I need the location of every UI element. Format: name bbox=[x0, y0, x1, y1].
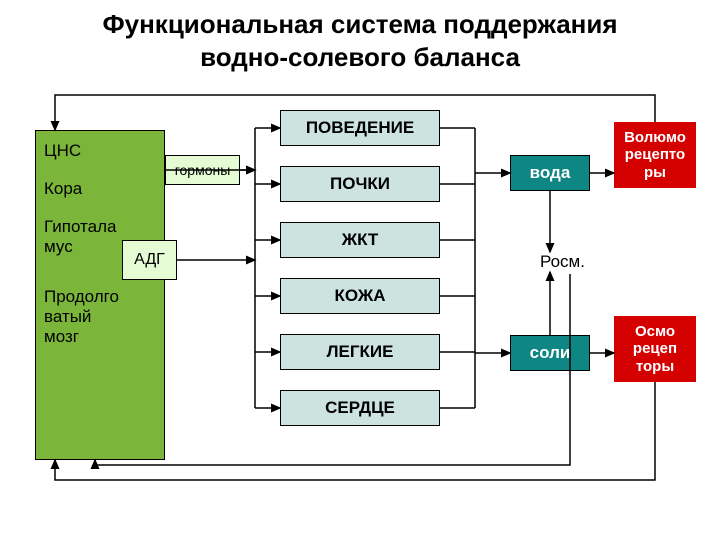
page-title: Функциональная система поддержания водно… bbox=[0, 8, 720, 73]
hypo-label2: мус bbox=[44, 237, 73, 257]
prod-label3: мозг bbox=[44, 327, 79, 347]
center-box-3: КОЖА bbox=[280, 278, 440, 314]
volumo-line2: рецепто bbox=[625, 146, 685, 163]
water-label: вода bbox=[530, 163, 571, 183]
hormones-label: гормоны bbox=[175, 162, 231, 178]
volumo-box: Волюмо рецепто ры bbox=[614, 122, 696, 188]
osmo-box: Осмо рецеп торы bbox=[614, 316, 696, 382]
osmo-line1: Осмо bbox=[635, 323, 675, 340]
hormones-box: гормоны bbox=[165, 155, 240, 185]
posm-label: Росм. bbox=[540, 252, 585, 272]
title-line1: Функциональная система поддержания bbox=[102, 9, 617, 39]
osmo-line2: рецеп bbox=[633, 340, 677, 357]
kora-label: Кора bbox=[44, 179, 82, 199]
prod-label2: ватый bbox=[44, 307, 91, 327]
cns-box: ЦНС Кора Гипотала мус Продолго ватый моз… bbox=[35, 130, 165, 460]
volumo-line1: Волюмо bbox=[624, 129, 686, 146]
center-box-1: ПОЧКИ bbox=[280, 166, 440, 202]
prod-label1: Продолго bbox=[44, 287, 119, 307]
adg-box: АДГ bbox=[122, 240, 177, 280]
salt-label: соли bbox=[530, 343, 571, 363]
center-box-0: ПОВЕДЕНИЕ bbox=[280, 110, 440, 146]
center-box-2: ЖКТ bbox=[280, 222, 440, 258]
water-box: вода bbox=[510, 155, 590, 191]
osmo-line3: торы bbox=[636, 358, 674, 375]
volumo-line3: ры bbox=[644, 164, 666, 181]
title-line2: водно-солевого баланса bbox=[200, 42, 520, 72]
salt-box: соли bbox=[510, 335, 590, 371]
cns-label: ЦНС bbox=[44, 141, 81, 161]
hypo-label1: Гипотала bbox=[44, 217, 116, 237]
center-box-4: ЛЕГКИЕ bbox=[280, 334, 440, 370]
center-box-5: СЕРДЦЕ bbox=[280, 390, 440, 426]
adg-label: АДГ bbox=[134, 251, 165, 269]
